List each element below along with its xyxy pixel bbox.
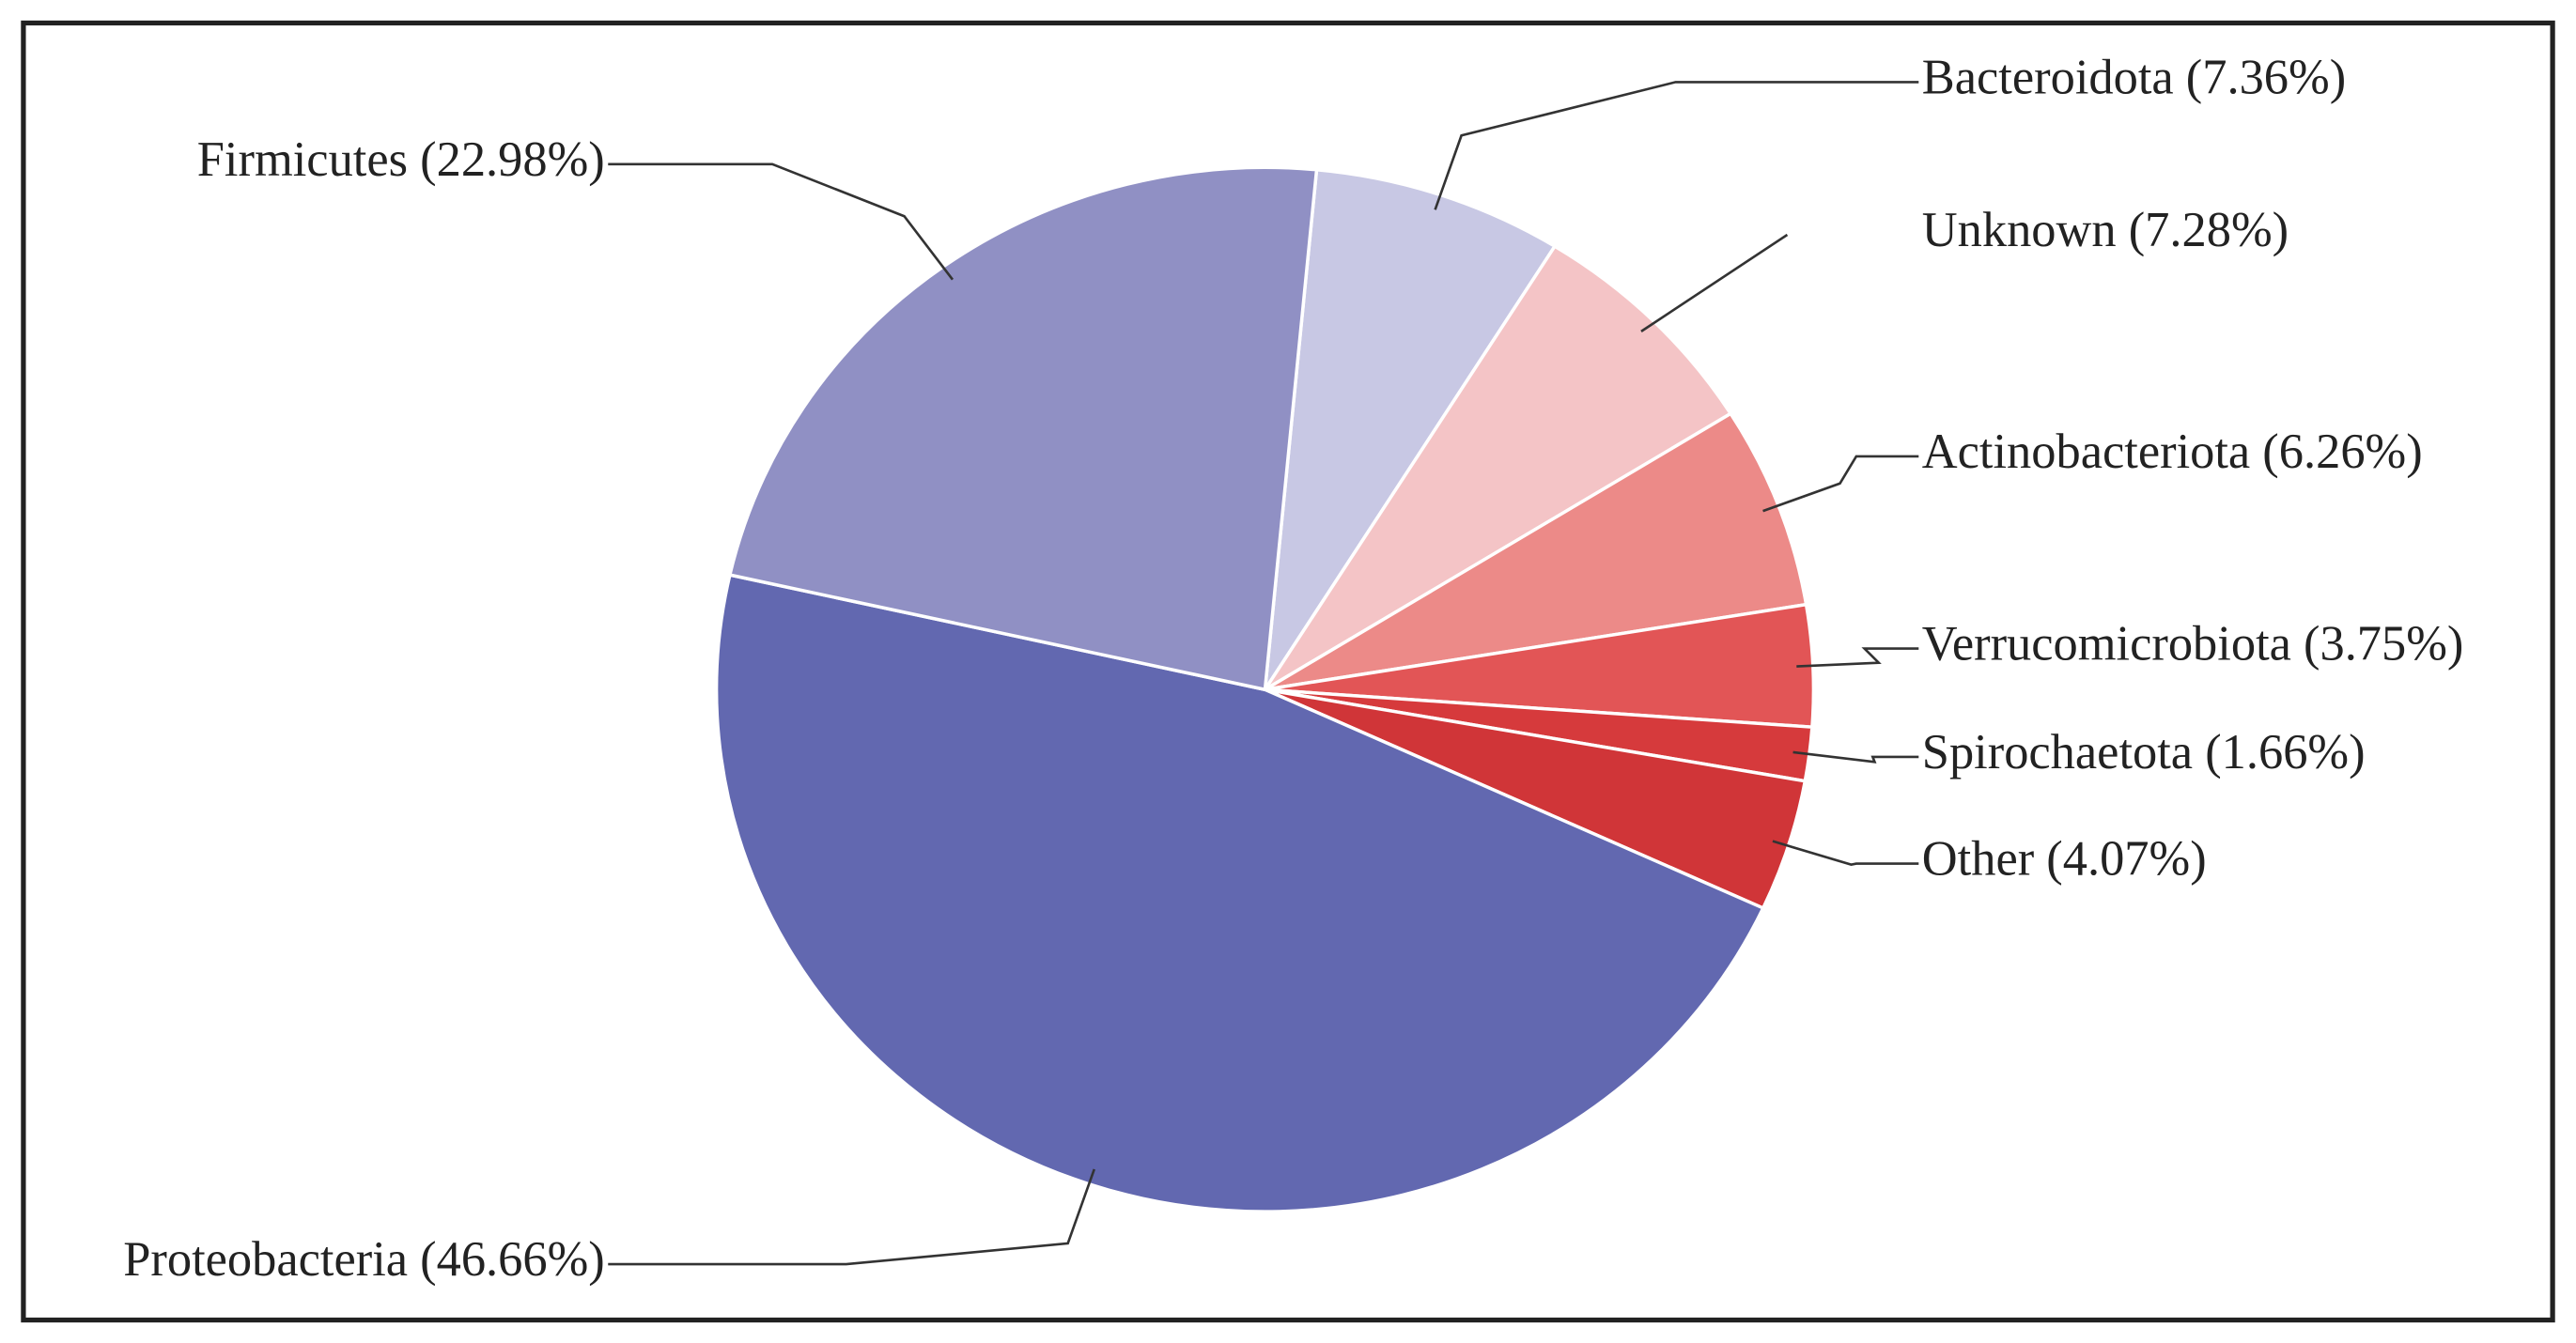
slice-label: Firmicutes (22.98%) <box>197 132 605 187</box>
slice-label: Unknown (7.28%) <box>1922 203 2289 257</box>
slice-label: Verrucomicrobiota (3.75%) <box>1922 617 2464 672</box>
leader-line <box>1796 647 1919 668</box>
leader-line <box>608 162 954 281</box>
slice-label: Proteobacteria (46.66%) <box>123 1232 605 1287</box>
slice-label: Other (4.07%) <box>1922 832 2207 887</box>
leader-line <box>1772 840 1919 866</box>
leader-line <box>1434 81 1919 210</box>
leader-line <box>1762 455 1919 513</box>
slice-label: Actinobacteriota (6.26%) <box>1922 425 2423 479</box>
slice-label: Bacteroidota (7.36%) <box>1922 50 2346 104</box>
pie-slice <box>1264 243 1733 691</box>
leader-line <box>1792 750 1919 764</box>
leader-line <box>1640 233 1789 332</box>
slice-label: Spirochaetota (1.66%) <box>1922 725 2366 780</box>
leader-line <box>608 1168 1096 1266</box>
